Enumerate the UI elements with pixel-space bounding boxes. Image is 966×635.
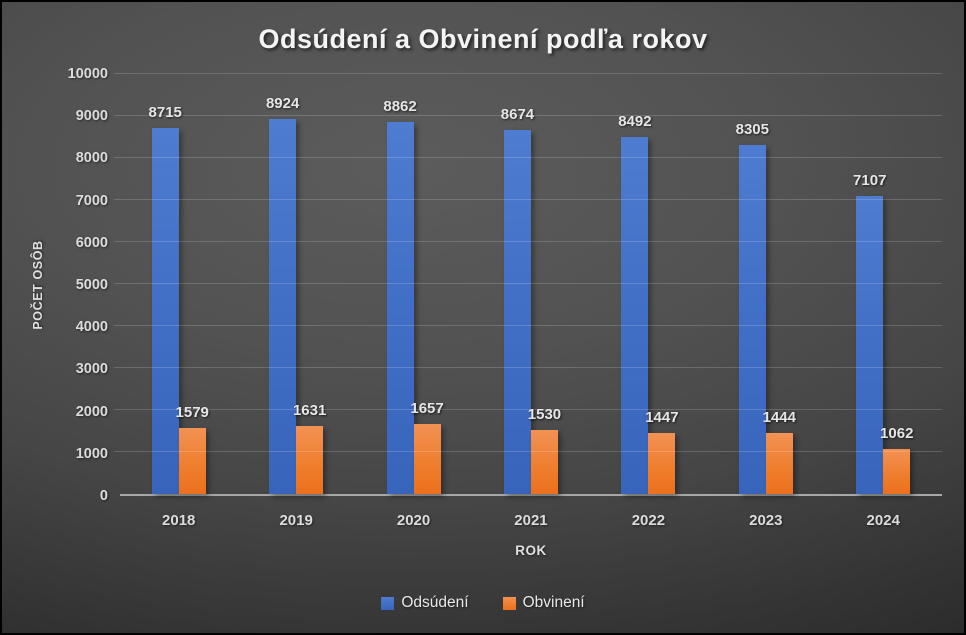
legend: Odsúdení Obvinení: [2, 594, 964, 612]
y-tick-label: 1000: [75, 445, 108, 462]
gridline: [114, 241, 942, 242]
y-tick-label: 10000: [67, 66, 108, 82]
bar-obvinení-2019: 1631: [293, 402, 326, 494]
bar-group-2021: 8674 1530: [472, 74, 589, 494]
x-tick-label: 2018: [162, 512, 196, 529]
bar-group-2018: 8715 1579: [120, 74, 237, 494]
y-tick-label: 8000: [75, 150, 108, 167]
legend-swatch-obvineni: [502, 596, 516, 610]
data-label: 7107: [853, 171, 887, 189]
bar-obvinení-2018: 1579: [176, 404, 209, 494]
x-axis: 2018 2019 2020 2021 2022 2023 2024: [120, 512, 942, 529]
y-tick-label: 4000: [75, 319, 108, 336]
y-tick-label: 6000: [75, 234, 108, 251]
plot-area: 8715 1579 8924 1631 8862 1657 8674 1530 8492 1447…: [114, 73, 942, 496]
x-tick-label: 2024: [866, 512, 900, 529]
gridline: [114, 73, 942, 74]
x-axis-title: ROK: [515, 543, 547, 558]
x-tick-label: 2020: [396, 512, 431, 529]
bar-pair: 8674 1530: [501, 74, 561, 494]
bar-pair: 8492 1447: [618, 74, 679, 494]
y-tick-label: 5000: [75, 277, 108, 293]
data-label: 8862: [383, 97, 417, 115]
bar-pair: 7107 1062: [853, 74, 913, 494]
data-label: 8305: [735, 121, 769, 139]
y-tick-label: 0: [99, 488, 108, 504]
data-label: 8674: [500, 105, 535, 123]
y-tick-label: 7000: [75, 192, 108, 209]
bar-obvinení-2023: 1444: [763, 409, 796, 494]
legend-item-obvineni: Obvinení: [502, 594, 585, 612]
data-label: 1631: [292, 401, 327, 419]
bar-odsúdení-2018: 8715: [149, 104, 182, 494]
gridline: [114, 367, 942, 368]
bar-pair: 8305 1444: [736, 74, 796, 494]
bar-group-2020: 8862 1657: [355, 74, 472, 494]
y-tick-label: 2000: [75, 403, 108, 420]
bar-obvinení-2024: 1062: [880, 425, 913, 494]
data-label: 1062: [880, 425, 914, 443]
bar-group-2019: 8924 1631: [237, 74, 354, 494]
bar-pair: 8924 1631: [266, 74, 326, 494]
bar-group-2022: 8492 1447: [590, 74, 707, 494]
data-label: 8924: [265, 95, 300, 113]
x-tick-label: 2022: [631, 512, 666, 529]
data-label: 1444: [762, 409, 796, 427]
gridline: [114, 451, 942, 452]
data-label: 8492: [618, 113, 652, 131]
x-tick-label: 2023: [749, 512, 783, 529]
data-label: 1579: [175, 403, 209, 421]
x-tick-label: 2021: [514, 512, 548, 529]
data-label: 1530: [527, 405, 562, 423]
bar-odsúdení-2024: 7107: [853, 172, 886, 494]
x-tick-label: 2019: [279, 512, 313, 529]
legend-item-odsudeni: Odsúdení: [381, 594, 469, 612]
bar-odsúdení-2021: 8674: [501, 106, 534, 494]
bar-pair: 8862 1657: [383, 74, 444, 494]
gridline: [114, 409, 942, 410]
bar-odsúdení-2019: 8924: [266, 95, 299, 494]
gridline: [114, 325, 942, 326]
bar-obvinení-2022: 1447: [645, 409, 679, 494]
gridline: [114, 283, 942, 284]
bar-odsúdení-2022: 8492: [618, 113, 652, 494]
y-tick-label: 3000: [75, 361, 108, 378]
bar-group-2024: 7107 1062: [825, 74, 942, 494]
gridline: [114, 157, 942, 158]
bar-obvinení-2020: 1657: [410, 400, 444, 494]
data-label: 1447: [645, 409, 679, 427]
data-label: 1657: [410, 400, 444, 418]
bars-layer: 8715 1579 8924 1631 8862 1657 8674 1530 8492 1447…: [120, 74, 942, 494]
bar-obvinení-2021: 1530: [528, 406, 561, 494]
legend-label-odsudeni: Odsúdení: [401, 594, 469, 611]
legend-swatch-odsudeni: [381, 596, 395, 610]
bar-odsúdení-2023: 8305: [736, 121, 769, 494]
bar-pair: 8715 1579: [149, 74, 209, 494]
bar-odsúdení-2020: 8862: [383, 98, 417, 494]
gridline: [114, 115, 942, 116]
y-axis: 0 1000 2000 3000 4000 5000 6000 7000 8000 9000 100…: [42, 66, 108, 504]
data-label: 8715: [148, 103, 182, 121]
legend-label-obvineni: Obvinení: [522, 594, 585, 611]
y-tick-label: 9000: [75, 108, 108, 125]
gridline: [114, 199, 942, 200]
chart-title: Odsúdení a Obvinení podľa rokov: [258, 24, 708, 54]
bar-group-2023: 8305 1444: [707, 74, 824, 494]
